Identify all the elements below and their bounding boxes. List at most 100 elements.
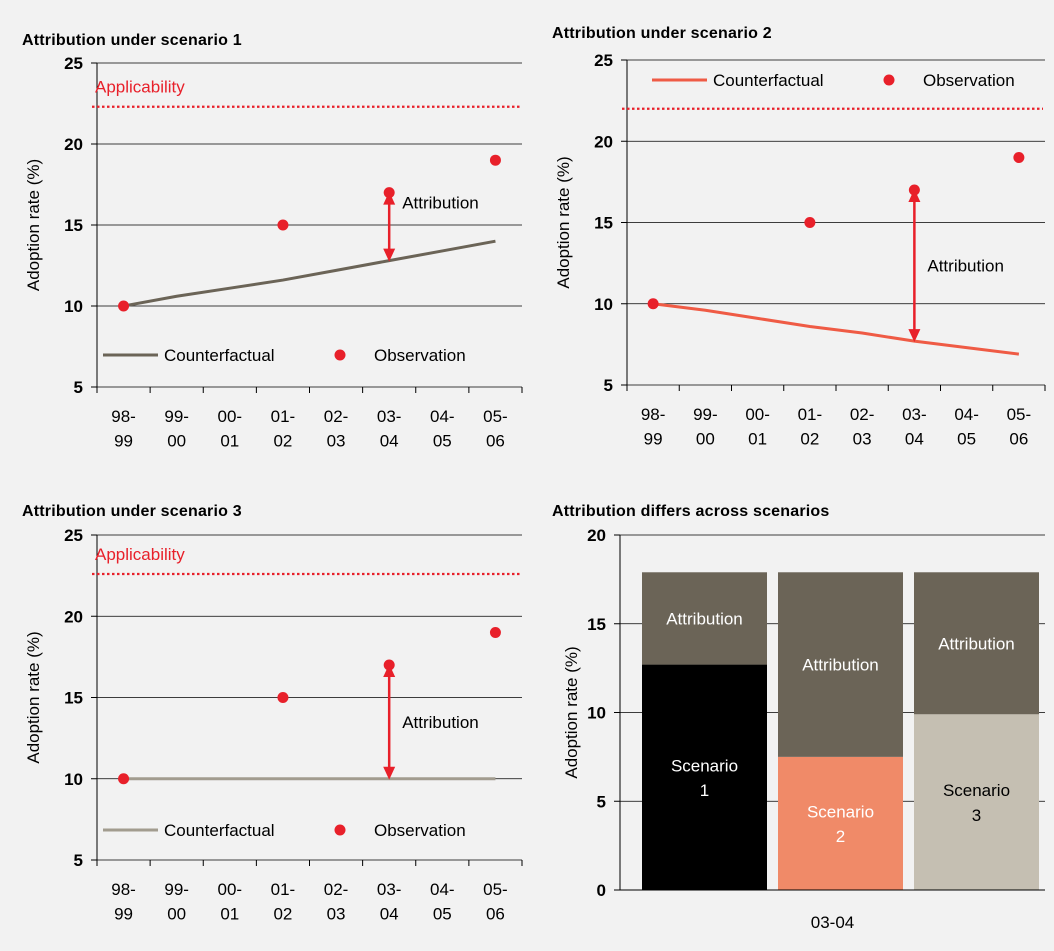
attribution-label: Attribution bbox=[402, 713, 479, 732]
x-tick-label: 00-01 bbox=[218, 880, 243, 924]
y-tick-label: 5 bbox=[604, 376, 613, 395]
bar-segment-scenario bbox=[914, 714, 1039, 890]
observation-point bbox=[277, 692, 289, 703]
y-tick-label: 15 bbox=[64, 689, 83, 708]
x-tick-label: 01-02 bbox=[271, 407, 296, 451]
x-tick-label: 04-05 bbox=[430, 407, 455, 451]
attribution-arrowhead-bottom bbox=[908, 329, 921, 343]
x-tick-label: 02-03 bbox=[850, 405, 875, 449]
applicability-label: Applicability bbox=[95, 78, 185, 97]
x-tick-label: 98-99 bbox=[111, 880, 136, 924]
y-tick-label: 10 bbox=[587, 704, 606, 723]
x-tick-label: 01-02 bbox=[798, 405, 823, 449]
y-tick-label: 5 bbox=[74, 851, 83, 870]
legend-label-observation: Observation bbox=[374, 821, 466, 840]
y-tick-label: 15 bbox=[594, 214, 613, 233]
legend-label-counterfactual: Counterfactual bbox=[164, 821, 275, 840]
bar-label-scenario: Scenario 3 bbox=[943, 781, 1010, 825]
y-tick-label: 15 bbox=[587, 615, 606, 634]
counterfactual-line bbox=[652, 302, 1020, 356]
bar-segment-scenario bbox=[642, 664, 767, 890]
bar-label-attribution: Attribution bbox=[938, 634, 1015, 653]
chart-panel-4: Attribution differs across scenarios 0 5 10… bbox=[552, 503, 1045, 932]
observation-point bbox=[647, 298, 659, 310]
y-axis-label: Adoption rate (%) bbox=[24, 159, 43, 291]
x-tick-label: 99-00 bbox=[164, 407, 189, 451]
observation-point bbox=[489, 154, 501, 166]
chart-panel-2: Attribution under scenario 2 5 10 15 20 25 98-… bbox=[552, 25, 1046, 449]
attribution-arrowhead-bottom bbox=[383, 766, 396, 780]
observation-point bbox=[118, 300, 130, 312]
x-tick-label: 98-99 bbox=[641, 405, 666, 449]
y-tick-label: 25 bbox=[64, 54, 83, 73]
chart-title: Attribution differs across scenarios bbox=[552, 503, 830, 520]
x-tick-label: 98-99 bbox=[111, 407, 136, 451]
legend-label-observation: Observation bbox=[374, 346, 466, 365]
x-tick-label: 01-02 bbox=[271, 880, 296, 924]
legend-label-counterfactual: Counterfactual bbox=[164, 346, 275, 365]
bar-segment-attribution bbox=[914, 572, 1039, 715]
observation-point bbox=[804, 217, 816, 228]
bar-label-scenario: Scenario 2 bbox=[807, 802, 874, 846]
attribution-label: Attribution bbox=[927, 257, 1004, 276]
bar-segment-scenario bbox=[778, 756, 903, 890]
x-tick-label: 04-05 bbox=[430, 880, 455, 924]
y-tick-label: 10 bbox=[64, 297, 83, 316]
attribution-label: Attribution bbox=[402, 194, 479, 213]
legend-swatch-observation bbox=[334, 349, 346, 361]
y-tick-label: 20 bbox=[64, 607, 83, 626]
bar-label-attribution: Attribution bbox=[666, 609, 743, 628]
x-tick-label: 99-00 bbox=[693, 405, 718, 449]
x-tick-label: 02-03 bbox=[324, 407, 349, 451]
x-tick-label: 03-04 bbox=[902, 405, 927, 449]
bar-label-scenario: Scenario 1 bbox=[671, 756, 738, 800]
observation-point bbox=[908, 184, 920, 196]
y-tick-label: 25 bbox=[594, 51, 613, 70]
y-tick-label: 0 bbox=[597, 881, 606, 900]
x-tick-label: 05-06 bbox=[1007, 405, 1032, 449]
y-tick-label: 15 bbox=[64, 216, 83, 235]
chart-title: Attribution under scenario 1 bbox=[22, 32, 242, 49]
x-tick-label: 05-06 bbox=[483, 880, 508, 924]
bar-segment-attribution bbox=[642, 572, 767, 665]
y-tick-label: 25 bbox=[64, 526, 83, 545]
observation-point bbox=[383, 187, 395, 199]
observation-point bbox=[118, 773, 130, 785]
y-tick-label: 5 bbox=[597, 792, 606, 811]
y-axis-label: Adoption rate (%) bbox=[24, 631, 43, 763]
x-tick-label: 02-03 bbox=[324, 880, 349, 924]
chart-panel-1: Attribution under scenario 1 5 10 15 20 25 98-… bbox=[22, 32, 523, 451]
y-axis-label: Adoption rate (%) bbox=[562, 646, 581, 778]
y-axis-label: Adoption rate (%) bbox=[554, 156, 573, 288]
legend-label-observation: Observation bbox=[923, 71, 1015, 90]
bar-segment-attribution bbox=[778, 572, 903, 757]
x-tick-label: 03-04 bbox=[377, 407, 402, 451]
y-tick-label: 20 bbox=[594, 132, 613, 151]
legend-swatch-observation bbox=[334, 824, 346, 836]
y-tick-label: 10 bbox=[594, 295, 613, 314]
x-tick-label: 99-00 bbox=[164, 880, 189, 924]
applicability-label: Applicability bbox=[95, 545, 185, 564]
attribution-arrowhead-bottom bbox=[383, 248, 396, 262]
observation-point bbox=[489, 627, 501, 638]
observation-point bbox=[383, 659, 395, 671]
counterfactual-line bbox=[123, 239, 496, 308]
chart-title: Attribution under scenario 2 bbox=[552, 25, 772, 42]
legend-label-counterfactual: Counterfactual bbox=[713, 71, 824, 90]
x-tick-label: 03-04 bbox=[377, 880, 402, 924]
x-axis-label: 03-04 bbox=[811, 913, 854, 932]
chart-title: Attribution under scenario 3 bbox=[22, 503, 242, 520]
y-tick-label: 20 bbox=[587, 526, 606, 545]
legend-swatch-observation bbox=[883, 74, 895, 86]
observation-point bbox=[1013, 152, 1025, 163]
observation-point bbox=[277, 219, 289, 231]
x-tick-label: 00-01 bbox=[218, 407, 243, 451]
x-tick-label: 04-05 bbox=[954, 405, 979, 449]
y-tick-label: 10 bbox=[64, 770, 83, 789]
y-tick-label: 5 bbox=[74, 378, 83, 397]
y-tick-label: 20 bbox=[64, 135, 83, 154]
x-tick-label: 05-06 bbox=[483, 407, 508, 451]
bar-label-attribution: Attribution bbox=[802, 656, 879, 675]
chart-panel-3: Attribution under scenario 3 5 10 15 20 25 98-… bbox=[22, 503, 523, 924]
